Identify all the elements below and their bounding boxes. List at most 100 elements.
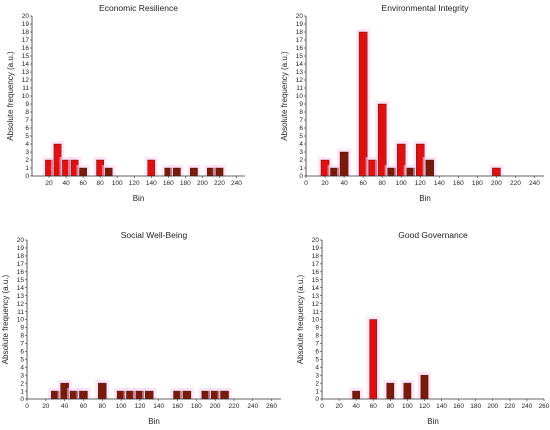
x-tick-label: 240	[521, 403, 532, 410]
x-tick-label: 60	[360, 180, 368, 187]
y-tick-label: 6	[25, 125, 29, 132]
y-tick-label: 10	[296, 93, 304, 100]
y-tick-label: 7	[299, 117, 303, 124]
y-tick-label: 5	[20, 356, 24, 363]
y-tick-label: 20	[17, 237, 25, 244]
y-tick-label: 3	[25, 149, 29, 156]
x-tick-label: 20	[42, 403, 50, 410]
y-tick-label: 13	[296, 69, 304, 76]
bar	[386, 382, 395, 400]
x-tick-label: 100	[402, 403, 413, 410]
x-tick-label: 160	[453, 403, 464, 410]
x-tick-label: 200	[487, 403, 498, 410]
y-tick-label: 19	[22, 21, 30, 28]
y-tick-label: 2	[20, 380, 24, 387]
y-tick-label: 9	[315, 325, 319, 332]
y-tick-label: 1	[299, 165, 303, 172]
y-tick-label: 0	[315, 396, 319, 403]
y-axis-label: Absolute frequency (a.u.)	[6, 51, 15, 141]
y-tick-label: 6	[20, 349, 24, 356]
y-tick-label: 12	[22, 77, 30, 84]
x-tick-label: 20	[321, 180, 329, 187]
y-tick-label: 1	[25, 165, 29, 172]
x-tick-label: 260	[266, 403, 277, 410]
bar	[403, 382, 412, 400]
x-tick-label: 60	[80, 403, 88, 410]
x-tick-label: 180	[472, 180, 483, 187]
y-tick-label: 3	[315, 372, 319, 379]
y-tick-label: 11	[296, 85, 303, 92]
bar	[492, 167, 501, 177]
x-tick-label: 160	[172, 403, 183, 410]
chart-title: Good Governance	[398, 230, 468, 240]
y-tick-label: 20	[296, 13, 304, 20]
y-tick-label: 7	[315, 341, 319, 348]
y-tick-label: 0	[25, 173, 29, 180]
y-tick-label: 14	[296, 61, 304, 68]
x-tick-label: 160	[453, 180, 464, 187]
y-tick-label: 1	[20, 388, 24, 395]
x-tick-label: 20	[335, 403, 343, 410]
y-tick-label: 15	[17, 277, 25, 284]
y-tick-label: 8	[25, 109, 29, 116]
x-tick-label: 120	[415, 180, 426, 187]
y-tick-label: 16	[22, 45, 30, 52]
y-tick-label: 4	[315, 364, 319, 371]
x-tick-label: 40	[353, 403, 361, 410]
x-tick-label: 0	[320, 403, 324, 410]
y-tick-label: 20	[22, 13, 30, 20]
x-tick-label: 0	[25, 403, 29, 410]
x-tick-label: 220	[504, 403, 515, 410]
x-axis-label: Bin	[148, 417, 160, 426]
bar	[425, 159, 435, 177]
y-tick-label: 13	[22, 69, 30, 76]
x-tick-label: 80	[99, 403, 107, 410]
x-tick-label: 60	[80, 180, 88, 187]
y-tick-label: 5	[299, 133, 303, 140]
x-tick-label: 160	[163, 180, 174, 187]
x-tick-label: 120	[419, 403, 430, 410]
y-tick-label: 17	[296, 37, 304, 44]
y-tick-label: 7	[20, 341, 24, 348]
x-tick-label: 100	[112, 180, 123, 187]
y-tick-label: 9	[20, 325, 24, 332]
y-tick-label: 17	[312, 261, 320, 268]
x-tick-label: 240	[529, 180, 540, 187]
y-tick-label: 0	[299, 173, 303, 180]
chart-title: Social Well-Being	[121, 230, 188, 240]
y-axis-label: Absolute frequency (a.u.)	[1, 274, 10, 364]
y-tick-label: 11	[312, 309, 319, 316]
y-tick-label: 18	[312, 253, 320, 260]
bar	[420, 374, 429, 400]
x-axis-label: Bin	[133, 194, 145, 203]
x-tick-label: 140	[434, 180, 445, 187]
x-axis-label: Bin	[419, 194, 431, 203]
x-tick-label: 100	[396, 180, 407, 187]
y-tick-label: 16	[17, 269, 25, 276]
x-tick-label: 40	[340, 180, 348, 187]
y-tick-label: 5	[315, 356, 319, 363]
y-tick-label: 9	[299, 101, 303, 108]
y-tick-label: 17	[22, 37, 30, 44]
y-tick-label: 6	[299, 125, 303, 132]
x-tick-label: 80	[387, 403, 395, 410]
x-tick-label: 240	[247, 403, 258, 410]
bar	[190, 167, 198, 177]
y-tick-label: 2	[315, 380, 319, 387]
y-tick-label: 4	[299, 141, 303, 148]
bar	[369, 319, 378, 400]
y-tick-label: 4	[20, 364, 24, 371]
bar	[98, 382, 107, 400]
y-tick-label: 5	[25, 133, 29, 140]
y-tick-label: 0	[20, 396, 24, 403]
x-tick-label: 220	[510, 180, 521, 187]
y-tick-label: 16	[296, 45, 304, 52]
y-tick-label: 16	[312, 269, 320, 276]
chart-title: Environmental Integrity	[382, 3, 470, 13]
bar	[358, 31, 368, 177]
y-tick-label: 14	[22, 61, 30, 68]
